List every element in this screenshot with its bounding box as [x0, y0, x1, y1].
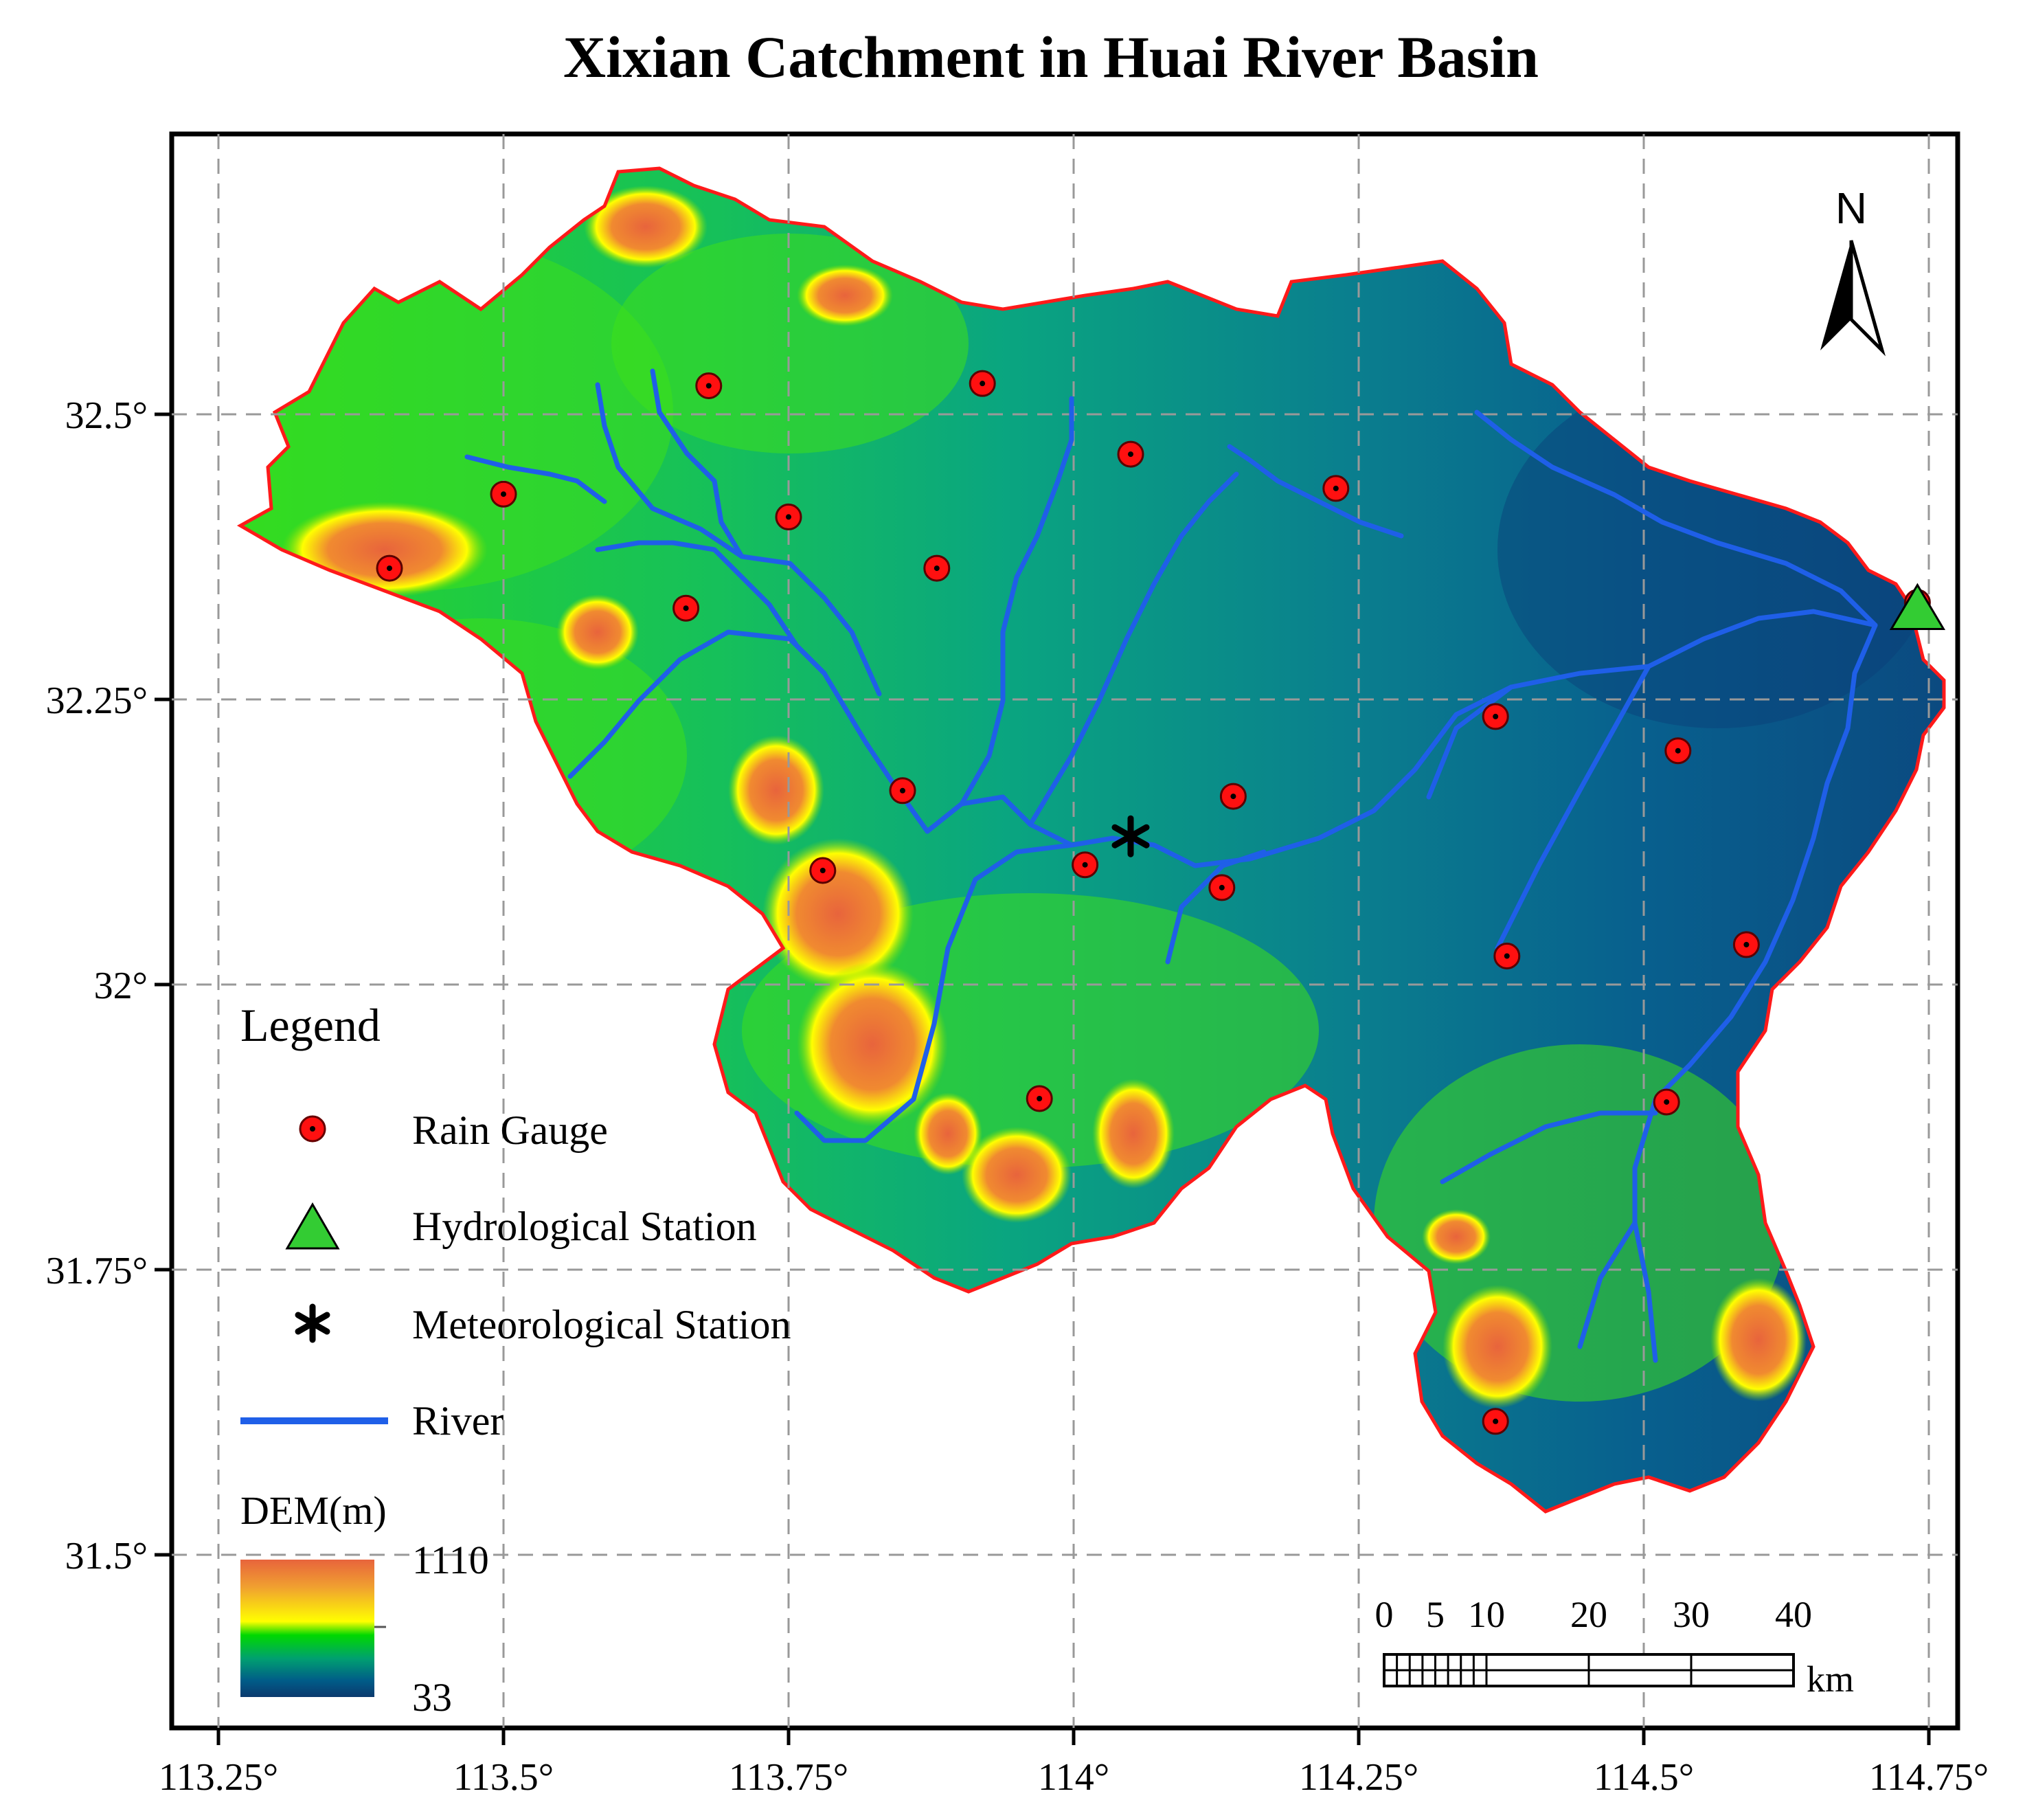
river-line: [1227, 444, 1404, 539]
dem-min-value: 33: [412, 1675, 452, 1720]
river-line: [464, 454, 607, 504]
legend: Legend Rain Gauge Hydrological Station M…: [240, 999, 791, 1720]
river-line: [595, 382, 882, 697]
y-tick-label: 32.5°: [65, 394, 148, 437]
scale-tick-label: 20: [1570, 1594, 1607, 1635]
x-tick-label: 114.5°: [1594, 1756, 1694, 1799]
scale-bar-segments: [1383, 1653, 1795, 1687]
rain-gauge: [969, 370, 996, 397]
x-tick-label: 114.75°: [1869, 1756, 1989, 1799]
rain-gauge: [1219, 783, 1247, 810]
legend-item-rain-gauge: Rain Gauge: [299, 1108, 608, 1153]
rain-gauge: [1482, 703, 1509, 730]
y-tick-label: 32°: [94, 965, 148, 1007]
scale-bar-labels: 0 5 10 20 30 40: [1375, 1594, 1813, 1635]
legend-label-hydrological-station: Hydrological Station: [412, 1204, 757, 1249]
rain-gauge: [1072, 851, 1099, 879]
north-arrow-icon: [1820, 240, 1886, 357]
dem-max-value: 1110: [412, 1538, 489, 1582]
river-line: [1474, 409, 1878, 628]
rain-gauge: [1208, 874, 1236, 901]
rain-gauge: [889, 777, 916, 805]
rain-gauge: [695, 372, 723, 399]
rain-gauge: [1493, 943, 1521, 969]
hydrological-station: [1889, 583, 1946, 630]
north-arrow: N: [1820, 183, 1886, 357]
rain-gauge: [490, 480, 517, 508]
river-line: [567, 629, 930, 834]
river-line: [1577, 1220, 1638, 1349]
meteorological-station: [1111, 815, 1150, 857]
x-tick-label: 114°: [1038, 1756, 1109, 1799]
x-tick-label: 113.25°: [159, 1756, 278, 1799]
legend-item-hydrological-station: Hydrological Station: [285, 1202, 757, 1250]
legend-title: Legend: [240, 999, 381, 1051]
rain-gauge: [376, 554, 403, 582]
legend-label-meteorological-station: Meteorological Station: [412, 1302, 791, 1347]
river-line: [1495, 664, 1651, 951]
map-title: Xixian Catchment in Huai River Basin: [563, 24, 1539, 90]
scale-tick-label: 40: [1775, 1594, 1812, 1635]
scale-bar: 0 5 10 20 30 40 km: [1375, 1594, 1855, 1700]
legend-item-river: River: [240, 1398, 504, 1443]
scale-tick-label: 0: [1375, 1594, 1394, 1635]
rain-gauge: [1732, 931, 1760, 958]
legend-label-rain-gauge: Rain Gauge: [412, 1108, 608, 1153]
rain-gauge: [1664, 737, 1692, 765]
dem-colorbar: [240, 1560, 374, 1697]
y-tick-label: 32.25°: [46, 679, 148, 722]
axis-ticks: 113.25° 113.5° 113.75° 114° 114.25° 114.5° 114…: [46, 394, 1989, 1799]
legend-item-meteorological-station: Meteorological Station: [295, 1302, 791, 1347]
rain-gauge: [775, 503, 802, 530]
rain-gauge: [1322, 475, 1350, 502]
river-line: [794, 842, 1074, 1143]
x-tick-label: 113.75°: [729, 1756, 848, 1799]
stations: [1111, 583, 1946, 857]
rain-gauge: [672, 594, 700, 622]
river-line: [650, 368, 745, 559]
dem-legend-title: DEM(m): [240, 1488, 387, 1533]
scale-tick-label: 5: [1426, 1594, 1445, 1635]
y-tick-label: 31.75°: [46, 1250, 148, 1292]
rain-gauge: [1026, 1085, 1053, 1112]
scale-tick-label: 10: [1468, 1594, 1505, 1635]
map-frame: [169, 131, 1960, 1731]
river-line: [1632, 622, 1878, 1363]
scale-unit: km: [1807, 1659, 1854, 1700]
north-label: N: [1835, 183, 1867, 233]
river-line: [595, 540, 827, 676]
rain-gauges: [376, 370, 1931, 1435]
x-tick-label: 113.5°: [453, 1756, 554, 1799]
rain-gauge: [1653, 1088, 1680, 1116]
legend-label-river: River: [412, 1398, 504, 1443]
y-tick-label: 31.5°: [65, 1535, 148, 1577]
river-line: [1426, 684, 1514, 800]
rain-gauge: [1117, 440, 1144, 468]
rain-gauge: [1482, 1408, 1509, 1435]
rain-gauge: [923, 554, 951, 582]
river-line: [1440, 1110, 1658, 1184]
x-tick-label: 114.25°: [1299, 1756, 1418, 1799]
river-line: [959, 396, 1074, 807]
asterisk-icon: [295, 1303, 330, 1343]
graticule: [172, 134, 1958, 1728]
catchment-boundary: [236, 166, 1946, 1514]
scale-tick-label: 30: [1673, 1594, 1710, 1635]
triangle-icon: [285, 1202, 340, 1250]
rain-gauge-icon: [299, 1115, 326, 1143]
river-line: [1165, 849, 1267, 965]
rain-gauge: [809, 857, 837, 884]
river-line: [1028, 471, 1239, 827]
